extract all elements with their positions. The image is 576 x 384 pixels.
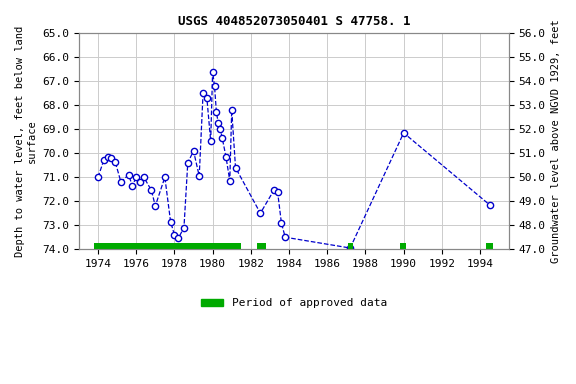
Bar	[348, 243, 353, 249]
Title: USGS 404852073050401 S 47758. 1: USGS 404852073050401 S 47758. 1	[177, 15, 410, 28]
Bar	[400, 243, 406, 249]
Bar	[256, 243, 266, 249]
Bar	[486, 243, 494, 249]
Y-axis label: Depth to water level, feet below land
surface: Depth to water level, feet below land su…	[15, 26, 37, 257]
Bar	[94, 243, 241, 249]
Y-axis label: Groundwater level above NGVD 1929, feet: Groundwater level above NGVD 1929, feet	[551, 20, 561, 263]
Legend: Period of approved data: Period of approved data	[196, 294, 392, 313]
